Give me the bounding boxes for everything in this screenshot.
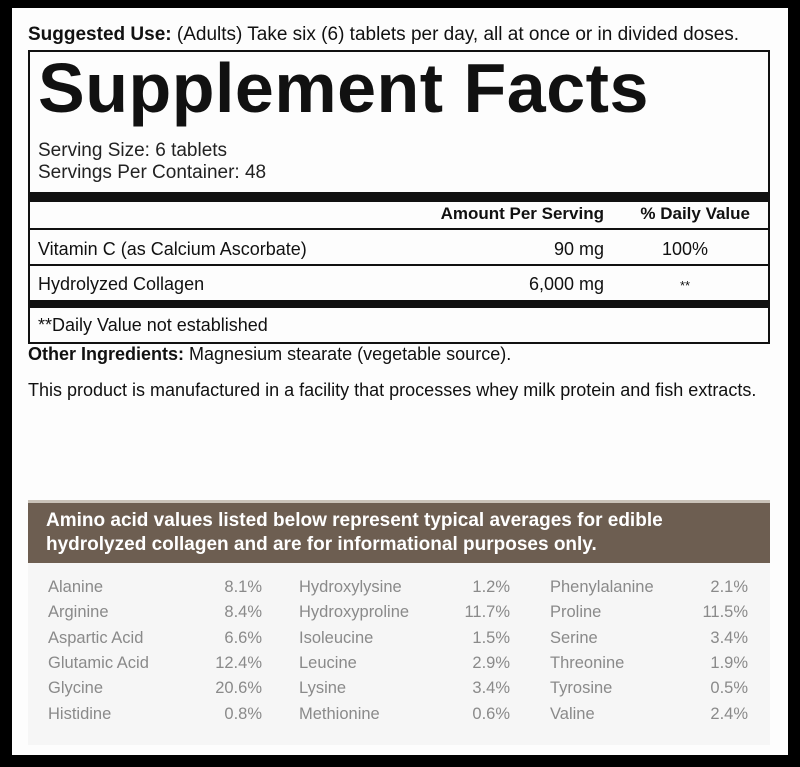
amino-value: 11.7% — [464, 603, 510, 622]
nutrient-name: Hydrolyzed Collagen — [38, 274, 205, 294]
daily-value: ** — [679, 278, 691, 293]
amino-name: Valine — [550, 704, 595, 723]
text: Magnesium stearate (vegetable source). — [189, 344, 512, 364]
amino-name: Arginine — [48, 603, 109, 622]
amino-name: Hydroxylysine — [299, 578, 402, 596]
amino-value: 12.4% — [215, 653, 262, 672]
label-panel: Suggested Use: (Adults) Take six (6) tab… — [12, 8, 788, 755]
servings-per-container: Servings Per Container: 48 — [38, 162, 267, 183]
supplement-facts: Supplement Facts Serving Size: 6 tablets… — [28, 49, 770, 344]
amino-name: Leucine — [299, 653, 357, 672]
amino-name: Serine — [550, 628, 598, 647]
amount: 90 mg — [553, 239, 604, 259]
amino-name: Lysine — [299, 679, 347, 698]
amino-value: 0.6% — [472, 704, 510, 723]
amino-value: 2.9% — [472, 653, 510, 672]
rule — [30, 228, 768, 230]
thick-rule — [30, 300, 768, 308]
amino-name: Tyrosine — [550, 679, 613, 698]
amino-name: Phenylalanine — [550, 578, 654, 596]
amino-name: Isoleucine — [299, 628, 374, 647]
amino-name: Threonine — [550, 653, 625, 672]
amount-header: Amount Per Serving — [440, 204, 604, 223]
amino-value: 20.6% — [215, 679, 262, 698]
footnote: **Daily Value not established — [38, 315, 268, 335]
amino-name: Histidine — [48, 704, 112, 723]
serving-size: Serving Size: 6 tablets — [38, 140, 228, 161]
amount: 6,000 mg — [528, 274, 604, 294]
amino-grid: Alanine 8.1% Arginine 8.4% Aspartic Acid 6.6%… — [28, 563, 770, 745]
amino-value: 11.5% — [702, 603, 748, 622]
nutrient-name: Vitamin C (as Calcium Ascorbate) — [38, 239, 307, 259]
amino-value: 1.2% — [472, 578, 510, 596]
amino-value: 0.5% — [710, 679, 748, 698]
facility-note: This product is manufactured in a facili… — [28, 380, 757, 400]
amino-value: 1.9% — [710, 653, 748, 672]
amino-value: 6.6% — [224, 628, 262, 647]
suggested-use: Suggested Use: (Adults) Take six (6) tab… — [28, 24, 739, 46]
text: (Adults) Take six (6) tablets per day, a… — [176, 24, 740, 45]
amino-value: 2.4% — [710, 704, 748, 723]
amino-value: 8.4% — [224, 603, 262, 622]
amino-intro: Amino acid values listed below represent… — [46, 510, 663, 555]
label: Suggested Use: — [28, 24, 172, 45]
amino-name: Proline — [550, 603, 602, 622]
amino-header: Amino acid values listed below represent… — [28, 500, 770, 563]
other-ingredients: Other Ingredients: Magnesium stearate (v… — [28, 344, 511, 365]
amino-name: Glutamic Acid — [48, 653, 149, 672]
daily-value: 100% — [661, 239, 709, 259]
amino-name: Hydroxyproline — [299, 603, 410, 622]
amino-value: 1.5% — [472, 628, 510, 647]
amino-name: Methionine — [299, 704, 380, 723]
amino-value: 3.4% — [710, 628, 748, 647]
thick-rule — [30, 192, 768, 202]
amino-value: 8.1% — [224, 578, 262, 596]
amino-name: Aspartic Acid — [48, 628, 144, 647]
amino-value: 0.8% — [224, 704, 262, 723]
amino-value: 3.4% — [472, 679, 510, 698]
facts-title: Supplement Facts — [38, 49, 649, 127]
rule — [30, 264, 768, 266]
amino-value: 2.1% — [710, 578, 748, 596]
dv-header: % Daily Value — [640, 204, 750, 223]
label: Other Ingredients: — [28, 344, 185, 364]
amino-name: Glycine — [48, 679, 104, 698]
amino-name: Alanine — [48, 578, 104, 596]
